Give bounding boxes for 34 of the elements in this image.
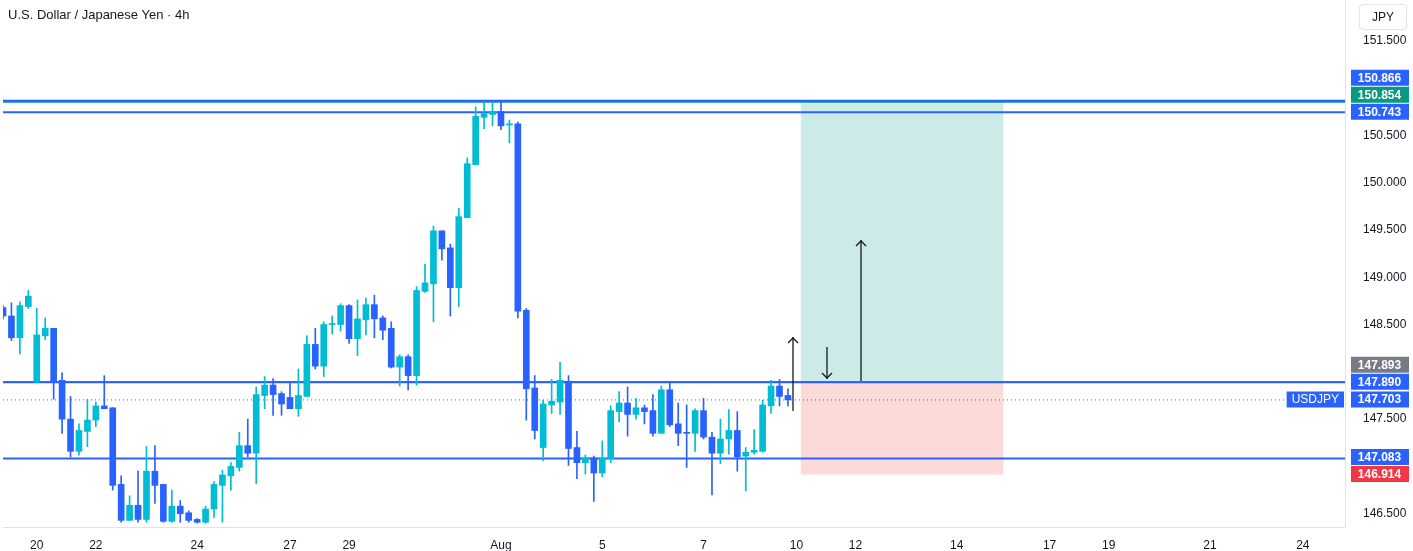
x-tick-label: 5 [598,537,606,551]
y-tick-label: 148.500 [1363,316,1407,331]
x-tick-label: 20 [30,537,44,551]
x-tick-label: 24 [1296,537,1310,551]
y-tick-label: 149.000 [1363,269,1407,284]
y-tick-label: 150.500 [1363,127,1407,142]
x-tick-label: 24 [190,537,205,551]
y-tick-label: 150.000 [1363,174,1407,189]
x-tick-label: 7 [700,537,708,551]
y-axis-title: JPY [1358,4,1407,30]
x-tick-label: 10 [789,537,804,551]
y-tick-label: 151.500 [1363,33,1407,47]
x-tick-label: 17 [1042,537,1057,551]
ref-line-label: 150.854 [1357,87,1402,102]
annotation: USDJPY [1291,392,1339,407]
x-tick-label: 21 [1203,537,1217,551]
ref-line-label: 147.703 [1357,392,1402,407]
band-label: 146.914 [1357,466,1402,481]
y-tick-label: 146.500 [1363,506,1407,521]
x-tick-label: 14 [950,537,964,551]
ref-line-label: 147.083 [1357,449,1402,464]
x-tick-label: 12 [848,537,863,551]
ref-line-label: 150.743 [1357,104,1402,119]
x-tick-label: 19 [1101,537,1116,551]
ref-line-label: 147.890 [1357,374,1402,389]
y-tick-label: 149.500 [1363,222,1407,237]
y-tick-label: 147.500 [1363,411,1407,426]
text: U.S. Dollar / Japanese Yen · 4h [8,7,190,22]
x-tick-label: 29 [342,537,357,551]
ref-line-label: 150.866 [1357,70,1402,85]
ref-line-label: 147.893 [1357,357,1402,372]
x-tick-label: 27 [283,537,297,551]
x-tick-label: 22 [89,537,103,551]
x-tick-label: Aug [490,537,512,551]
